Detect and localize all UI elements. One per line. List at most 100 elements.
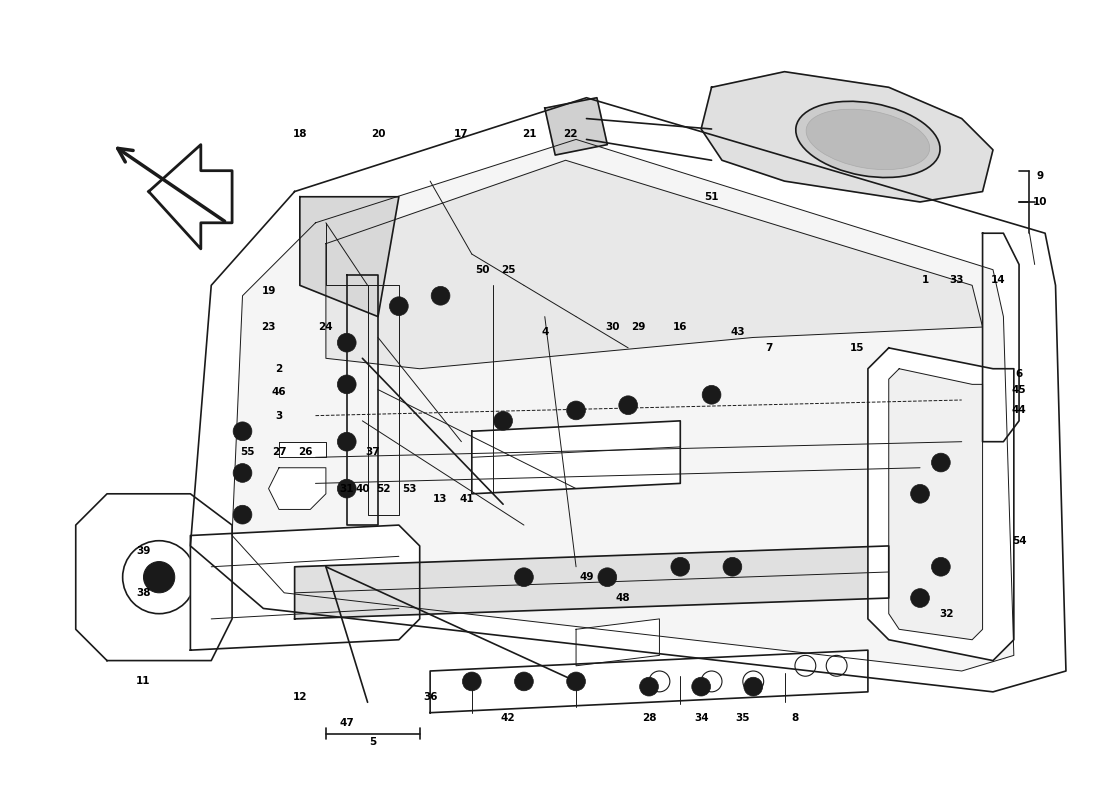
Polygon shape (868, 348, 1014, 661)
Text: 3: 3 (275, 410, 283, 421)
Text: 25: 25 (502, 265, 516, 274)
Circle shape (338, 432, 356, 451)
Circle shape (515, 568, 534, 586)
Text: 24: 24 (319, 322, 333, 332)
Text: 21: 21 (521, 130, 537, 139)
Circle shape (566, 672, 585, 691)
Polygon shape (300, 197, 399, 317)
Circle shape (338, 479, 356, 498)
Circle shape (233, 422, 252, 441)
Text: 50: 50 (475, 265, 490, 274)
Polygon shape (190, 98, 1066, 692)
Text: 19: 19 (262, 286, 276, 295)
Text: 23: 23 (262, 322, 276, 332)
Text: 51: 51 (704, 192, 718, 202)
Circle shape (233, 506, 252, 524)
Text: 18: 18 (293, 130, 307, 139)
Circle shape (566, 401, 585, 420)
Text: 52: 52 (376, 483, 390, 494)
Text: 14: 14 (991, 275, 1005, 285)
Text: 7: 7 (766, 343, 772, 353)
Text: 17: 17 (454, 130, 469, 139)
Polygon shape (232, 139, 1014, 671)
Circle shape (233, 463, 252, 482)
Text: 27: 27 (272, 447, 286, 457)
Text: 10: 10 (1033, 197, 1047, 207)
Text: 34: 34 (694, 713, 708, 723)
Text: 33: 33 (949, 275, 964, 285)
Text: 35: 35 (736, 713, 750, 723)
Text: 40: 40 (355, 483, 370, 494)
Polygon shape (190, 525, 420, 650)
Text: 46: 46 (272, 386, 286, 397)
Text: 8: 8 (791, 713, 799, 723)
Polygon shape (76, 494, 232, 661)
Text: 44: 44 (1012, 406, 1026, 415)
Text: 43: 43 (730, 327, 745, 338)
Text: 22: 22 (563, 130, 579, 139)
Circle shape (639, 678, 659, 696)
Polygon shape (576, 619, 659, 666)
Polygon shape (268, 468, 326, 510)
Text: 45: 45 (1012, 385, 1026, 394)
Circle shape (702, 386, 721, 404)
Circle shape (911, 589, 930, 607)
Circle shape (338, 334, 356, 352)
Text: 28: 28 (641, 713, 657, 723)
Text: 37: 37 (365, 447, 381, 457)
Text: 54: 54 (1012, 536, 1026, 546)
Circle shape (723, 558, 741, 576)
Text: 36: 36 (422, 692, 438, 702)
Circle shape (515, 672, 534, 691)
Text: 53: 53 (402, 483, 417, 494)
Text: 1: 1 (922, 275, 928, 285)
Polygon shape (295, 546, 889, 619)
Circle shape (671, 558, 690, 576)
Polygon shape (472, 421, 680, 494)
Text: 2: 2 (275, 364, 283, 374)
Text: 29: 29 (631, 322, 646, 332)
Text: 31: 31 (340, 483, 354, 494)
Polygon shape (889, 369, 982, 640)
Polygon shape (326, 160, 982, 369)
Polygon shape (701, 72, 993, 202)
Polygon shape (544, 98, 607, 155)
Circle shape (389, 297, 408, 315)
Text: 9: 9 (1036, 171, 1044, 181)
Text: 15: 15 (850, 343, 865, 353)
Text: 4: 4 (541, 327, 549, 338)
Text: 20: 20 (371, 130, 385, 139)
Text: 42: 42 (500, 713, 516, 723)
Polygon shape (430, 650, 868, 713)
Circle shape (494, 411, 513, 430)
Circle shape (692, 678, 711, 696)
Circle shape (744, 678, 762, 696)
Text: 49: 49 (580, 572, 594, 582)
Text: 30: 30 (605, 322, 619, 332)
Circle shape (462, 672, 481, 691)
Text: 47: 47 (340, 718, 354, 728)
Text: 55: 55 (241, 447, 255, 457)
Text: 12: 12 (293, 692, 307, 702)
Text: 39: 39 (136, 546, 151, 556)
Text: 6: 6 (1015, 369, 1023, 379)
Polygon shape (148, 145, 232, 249)
Text: 48: 48 (616, 593, 630, 603)
Text: 11: 11 (136, 677, 151, 686)
Text: 38: 38 (136, 588, 151, 598)
Text: 32: 32 (938, 609, 954, 618)
Circle shape (338, 375, 356, 394)
Ellipse shape (795, 102, 940, 178)
Text: 41: 41 (460, 494, 474, 504)
Polygon shape (279, 442, 326, 458)
Circle shape (143, 562, 175, 593)
Text: 16: 16 (673, 322, 688, 332)
Circle shape (932, 453, 950, 472)
Text: 13: 13 (433, 494, 448, 504)
Circle shape (619, 396, 638, 414)
Circle shape (911, 485, 930, 503)
Ellipse shape (806, 109, 930, 170)
Text: 5: 5 (370, 737, 376, 747)
Text: 26: 26 (298, 447, 312, 457)
Circle shape (932, 558, 950, 576)
